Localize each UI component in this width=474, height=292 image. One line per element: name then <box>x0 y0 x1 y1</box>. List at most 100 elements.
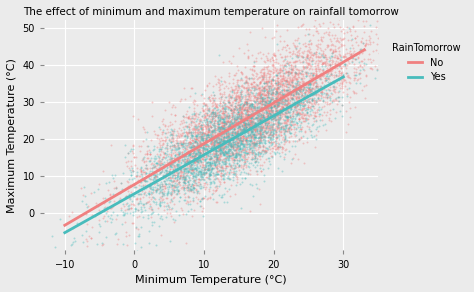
Point <box>327 88 334 92</box>
Point <box>132 174 139 179</box>
Point <box>294 112 301 117</box>
Point <box>258 105 266 109</box>
Point <box>262 79 270 84</box>
Point <box>152 160 160 165</box>
Point <box>242 97 250 102</box>
Point <box>158 129 165 134</box>
Point <box>287 69 294 74</box>
Point <box>296 88 304 93</box>
Point <box>217 177 225 181</box>
Point <box>225 133 233 138</box>
Point <box>280 78 288 82</box>
Point <box>276 71 283 75</box>
Point <box>163 146 170 151</box>
Point <box>210 128 218 133</box>
Point <box>192 152 200 157</box>
Point <box>287 92 295 97</box>
Point <box>199 146 206 151</box>
Point <box>187 183 194 188</box>
Point <box>85 233 93 238</box>
Point <box>244 163 252 168</box>
Point <box>232 145 239 150</box>
Point <box>158 184 166 189</box>
Point <box>261 105 269 110</box>
Point <box>212 148 219 152</box>
Point <box>220 192 228 197</box>
Point <box>253 120 260 124</box>
Point <box>289 156 296 161</box>
Point <box>255 106 263 111</box>
Point <box>252 121 260 125</box>
Point <box>329 48 337 53</box>
Point <box>246 114 253 119</box>
Point <box>283 76 291 81</box>
Point <box>238 111 246 116</box>
Point <box>300 100 307 105</box>
Point <box>386 90 394 95</box>
Point <box>239 140 246 145</box>
Point <box>201 194 209 199</box>
Point <box>129 168 137 173</box>
Point <box>192 188 200 193</box>
Point <box>298 54 305 58</box>
Point <box>262 93 269 98</box>
Point <box>250 131 258 136</box>
Point <box>329 58 337 63</box>
Point <box>237 142 244 147</box>
Point <box>257 107 264 112</box>
Point <box>254 123 261 127</box>
Point <box>182 212 190 216</box>
Point <box>261 103 268 108</box>
Point <box>187 164 194 169</box>
Point <box>299 140 307 145</box>
Point <box>196 156 204 161</box>
Point <box>267 112 274 117</box>
Point <box>195 149 203 154</box>
Point <box>300 84 308 89</box>
Point <box>201 142 208 147</box>
Point <box>235 122 242 127</box>
Point <box>268 105 276 109</box>
Point <box>224 142 232 147</box>
Point <box>222 135 229 140</box>
Point <box>281 81 288 86</box>
Point <box>248 157 255 161</box>
Point <box>302 72 310 76</box>
Point <box>234 126 242 130</box>
Point <box>226 81 233 85</box>
Point <box>194 157 202 161</box>
Point <box>182 150 190 155</box>
Point <box>228 130 236 135</box>
Point <box>242 145 250 150</box>
Point <box>199 136 206 141</box>
Point <box>244 159 251 164</box>
Point <box>193 133 201 137</box>
Point <box>264 114 272 119</box>
Point <box>138 186 146 191</box>
Point <box>216 150 224 154</box>
Point <box>305 81 313 86</box>
Point <box>203 103 211 108</box>
Point <box>211 105 219 110</box>
Point <box>237 131 244 136</box>
Point <box>229 132 237 137</box>
Point <box>319 88 326 93</box>
Point <box>214 145 222 150</box>
Point <box>263 65 271 69</box>
Point <box>196 171 203 175</box>
Point <box>188 144 195 149</box>
Point <box>206 174 213 179</box>
Point <box>238 124 246 129</box>
Point <box>235 113 243 118</box>
Point <box>153 180 160 184</box>
Point <box>263 118 270 122</box>
Point <box>307 53 315 58</box>
Point <box>155 177 162 182</box>
Point <box>246 108 253 113</box>
Point <box>393 7 401 12</box>
Point <box>216 127 224 132</box>
Point <box>292 83 300 88</box>
Point <box>181 134 189 138</box>
Point <box>158 161 166 165</box>
Point <box>217 139 224 144</box>
